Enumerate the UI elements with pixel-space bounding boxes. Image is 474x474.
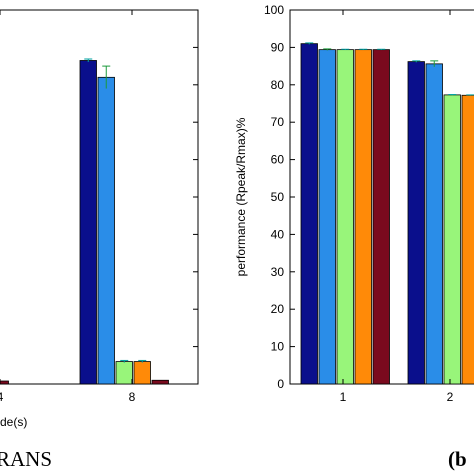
right-y-tick-label-40: 40 bbox=[271, 227, 285, 241]
bar-8-s3 bbox=[115, 361, 133, 385]
bar-1-s3 bbox=[336, 49, 354, 385]
right-y-tick-label-80: 80 bbox=[271, 78, 285, 92]
left-panel-caption: RANS bbox=[0, 447, 52, 471]
bar-8-s4 bbox=[133, 361, 151, 385]
left-x-axis-label: de(s) bbox=[0, 415, 27, 429]
right-y-axis-label: performance (Rpeak/Rmax)% bbox=[234, 117, 248, 276]
bar-8-s1 bbox=[79, 60, 97, 385]
right-y-tick-label-70: 70 bbox=[271, 115, 285, 129]
right-y-tick-label-20: 20 bbox=[271, 302, 285, 316]
bar-2-s4 bbox=[461, 94, 474, 385]
right-y-tick-label-60: 60 bbox=[271, 153, 285, 167]
bar-1-s5 bbox=[372, 49, 390, 385]
bar-1-s1 bbox=[300, 43, 318, 385]
left-x-ticks: 48 bbox=[0, 10, 136, 404]
x-tick-label-8: 8 bbox=[129, 390, 136, 404]
bar-1-s4 bbox=[354, 49, 372, 385]
bar-2-s2 bbox=[425, 63, 443, 385]
x-tick-label-1: 1 bbox=[340, 390, 347, 404]
right-y-tick-label-50: 50 bbox=[271, 190, 285, 204]
right-y-tick-label-100: 100 bbox=[264, 3, 284, 17]
right-y-tick-label-10: 10 bbox=[271, 340, 285, 354]
bar-2-s1 bbox=[407, 61, 425, 385]
bar-4-s5 bbox=[0, 380, 9, 385]
bar-1-s2 bbox=[318, 49, 336, 385]
bar-8-s5 bbox=[151, 379, 169, 385]
right-y-tick-label-30: 30 bbox=[271, 265, 285, 279]
bar-8-s2 bbox=[97, 76, 115, 385]
right-panel-caption: (b bbox=[448, 447, 467, 471]
right-y-ticks: 0 10 20 30 40 50 60 70 80 90 100 bbox=[264, 3, 295, 391]
bar-2-s3 bbox=[443, 94, 461, 385]
right-y-tick-label-90: 90 bbox=[271, 40, 285, 54]
panel-left: 48 de(s) RANS bbox=[0, 9, 199, 471]
right-bars bbox=[300, 42, 474, 385]
left-bars bbox=[0, 58, 169, 385]
x-tick-label-2: 2 bbox=[447, 390, 454, 404]
x-tick-label-4: 4 bbox=[0, 390, 4, 404]
right-y-tick-label-0: 0 bbox=[277, 377, 284, 391]
left-y-ticks bbox=[193, 46, 198, 348]
